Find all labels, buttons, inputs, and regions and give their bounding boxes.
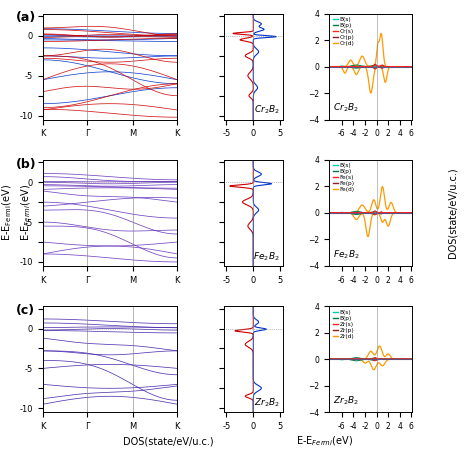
Text: (c): (c) xyxy=(16,304,35,317)
Legend: B(s), B(p), Fe(s), Fe(p), Fe(d): B(s), B(p), Fe(s), Fe(p), Fe(d) xyxy=(332,163,356,193)
Y-axis label: E-E$_{\rm Fermi}$(eV): E-E$_{\rm Fermi}$(eV) xyxy=(0,184,14,241)
Legend: B(s), B(p), Zr(s), Zr(p), Zr(d): B(s), B(p), Zr(s), Zr(p), Zr(d) xyxy=(332,309,355,339)
Legend: B(s), B(p), Cr(s), Cr(p), Cr(d): B(s), B(p), Cr(s), Cr(p), Cr(d) xyxy=(332,16,355,47)
Text: (a): (a) xyxy=(16,11,36,24)
Text: E-E$_{Fermi}$(eV): E-E$_{Fermi}$(eV) xyxy=(19,184,33,241)
Text: Cr$_2$B$_2$: Cr$_2$B$_2$ xyxy=(333,102,359,114)
Text: Cr$_2$B$_2$: Cr$_2$B$_2$ xyxy=(254,104,280,116)
Text: DOS(state/eV/u.c.): DOS(state/eV/u.c.) xyxy=(123,437,214,447)
Text: DOS(state/eV/u.c.): DOS(state/eV/u.c.) xyxy=(447,168,458,258)
Text: Zr$_2$B$_2$: Zr$_2$B$_2$ xyxy=(254,396,280,409)
Text: E-E$_{Fermi}$(eV): E-E$_{Fermi}$(eV) xyxy=(296,435,353,448)
Text: Fe$_2$B$_2$: Fe$_2$B$_2$ xyxy=(333,248,360,260)
Text: (b): (b) xyxy=(16,158,36,171)
Text: Fe$_2$B$_2$: Fe$_2$B$_2$ xyxy=(253,250,280,263)
Text: Zr$_2$B$_2$: Zr$_2$B$_2$ xyxy=(333,395,359,407)
